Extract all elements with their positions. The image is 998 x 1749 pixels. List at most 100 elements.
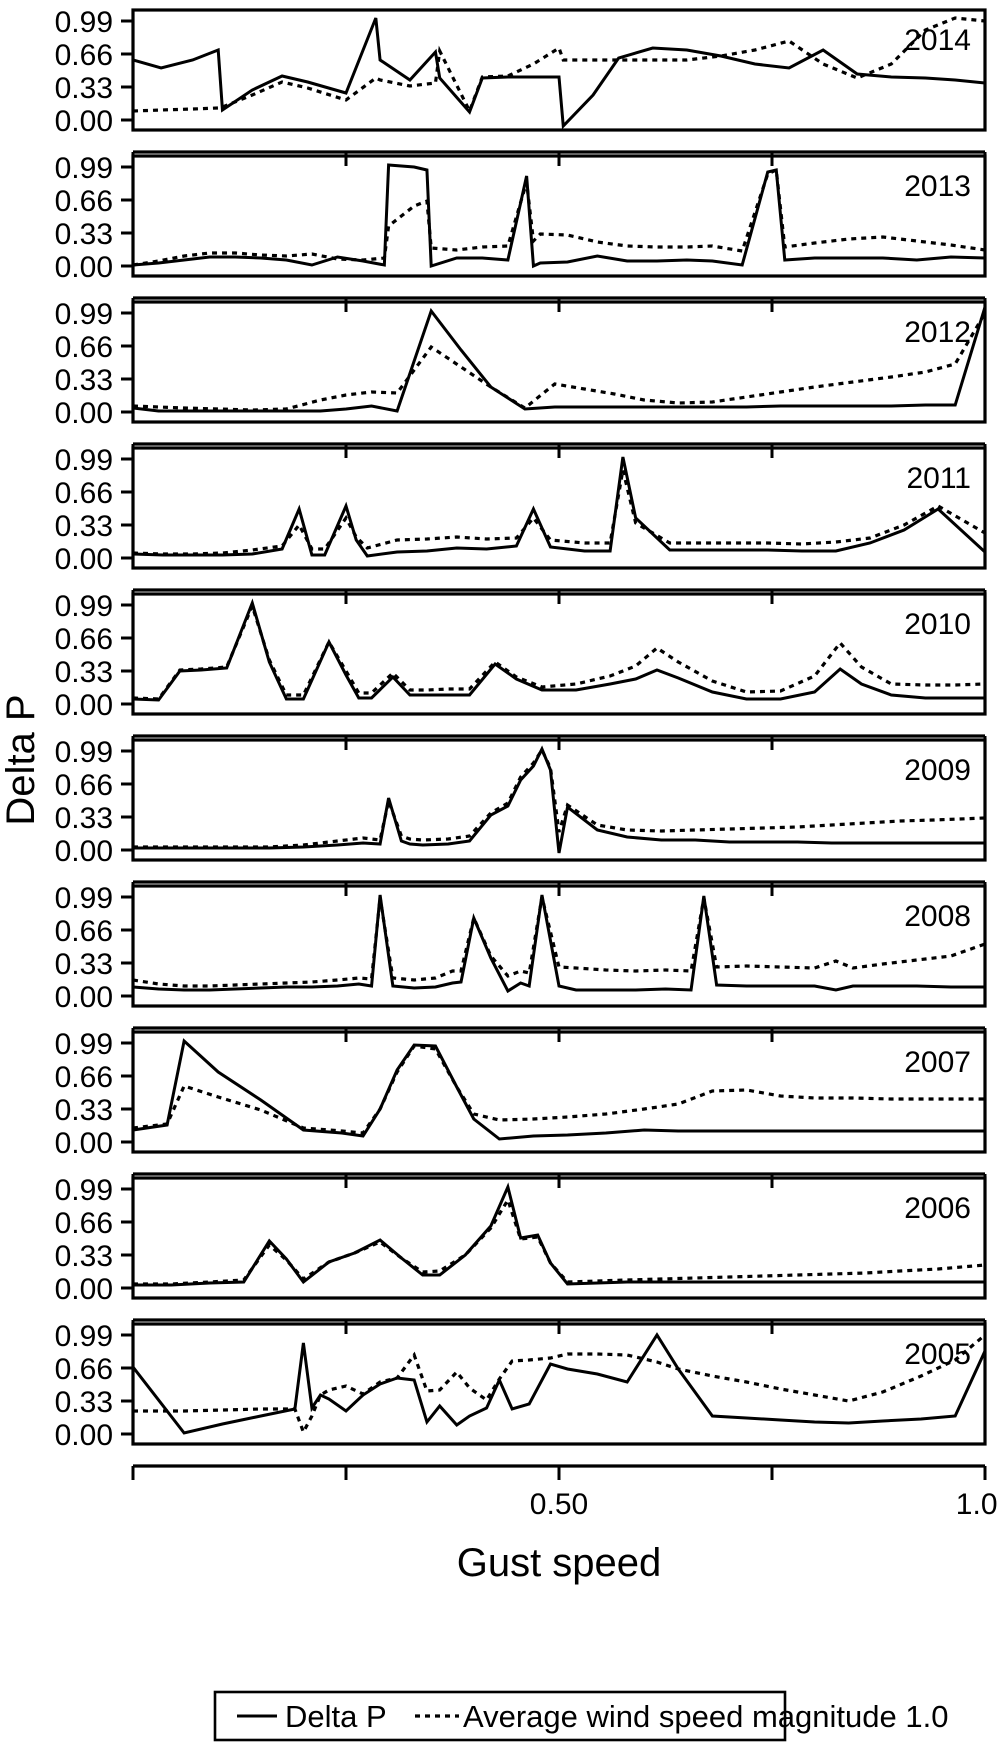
y-tick-label: 0.00 [55,397,113,430]
chart-legend[interactable]: Delta P Average wind speed magnitude 1.0 [213,1690,948,1742]
y-tick-label: 0.99 [55,6,113,39]
series-line-solid [133,1038,985,1141]
series-line-solid [133,745,985,854]
y-tick-label: 0.33 [55,1386,113,1419]
panel-year-label: 2008 [904,900,971,933]
series-line-solid [133,1332,985,1435]
series-line-solid [133,894,985,994]
panel-frame [131,592,987,716]
y-tick-label: 0.99 [55,1174,113,1207]
y-tick-label: 0.99 [55,882,113,915]
y-tick-label: 0.33 [55,218,113,251]
series-line-solid [133,163,985,269]
y-tick-label: 0.33 [55,72,113,105]
panel-year-label: 2007 [904,1046,971,1079]
series-line-solid [133,17,985,130]
series-line-dotted [133,469,985,556]
y-tick-label: 0.66 [55,331,113,364]
y-tick-label: 0.99 [55,298,113,331]
panel-2005: 0.000.330.660.99 2005 [55,1320,987,1480]
panel-frame [131,738,987,862]
panel-2006: 0.000.330.660.99 2006 [55,1174,987,1334]
y-tick-label: 0.66 [55,1207,113,1240]
panel-frame [131,300,987,424]
y-tick-label: 0.99 [55,1320,113,1353]
x-tick-label: 1.00 [956,1488,998,1521]
series-line-dotted [133,1333,985,1436]
panel-frame [131,1176,987,1300]
panel-year-label: 2013 [904,170,971,203]
y-tick-label: 0.66 [55,1353,113,1386]
y-tick-label: 0.66 [55,39,113,72]
panel-2012: 0.000.330.660.99 2012 [55,298,987,458]
y-tick-label: 0.00 [55,1419,113,1452]
y-tick-label: 0.66 [55,623,113,656]
series-line-solid [133,456,985,558]
panel-series [133,1182,985,1287]
y-tick-label: 0.66 [55,769,113,802]
panel-year-label: 2009 [904,754,971,787]
y-tick-label: 0.99 [55,444,113,477]
panel-2014: 0.000.330.660.99 2014 [55,6,987,166]
series-line-solid [133,306,985,413]
y-tick-label: 0.00 [55,105,113,138]
series-line-dotted [133,1044,985,1135]
panel-frame [131,446,987,570]
panel-series [133,1332,985,1436]
legend-label-avg-wind: Average wind speed magnitude 1.0 [463,1699,948,1734]
y-tick-label: 0.99 [55,1028,113,1061]
panel-series [133,598,985,702]
series-line-dotted [133,167,985,267]
panel-year-label: 2011 [906,462,971,495]
panel-year-label: 2006 [904,1192,971,1225]
series-line-dotted [133,601,985,701]
y-tick-label: 0.00 [55,1127,113,1160]
panel-2008: 0.000.330.660.99 2008 [55,882,987,1042]
panel-2013: 0.000.330.660.99 2013 [55,152,987,312]
series-line-solid [133,1182,985,1287]
y-tick-label: 0.66 [55,1061,113,1094]
y-tick-label: 0.33 [55,364,113,397]
panel-frame [131,154,987,278]
y-axis-title: Delta P [0,694,43,825]
panel-series [133,745,985,854]
panel-2010: 0.000.330.660.99 2010 [55,590,987,750]
legend-box [213,1690,787,1742]
series-line-dotted [133,16,985,116]
y-tick-label: 0.99 [55,590,113,623]
y-tick-label: 0.33 [55,948,113,981]
x-tick-label: 0.50 [530,1488,588,1521]
y-tick-label: 0.66 [55,915,113,948]
y-tick-label: 0.00 [55,251,113,284]
y-tick-label: 0.00 [55,1273,113,1306]
x-axis-title: Gust speed [457,1541,662,1585]
series-line-solid [133,598,985,702]
y-tick-label: 0.00 [55,543,113,576]
panel-series [133,16,985,130]
panel-series [133,163,985,269]
series-line-dotted [133,896,985,988]
panel-year-label: 2012 [904,316,971,349]
y-tick-label: 0.00 [55,981,113,1014]
panel-frame [131,1322,987,1446]
panel-series [133,894,985,994]
series-line-dotted [133,1196,985,1286]
y-tick-label: 0.33 [55,1094,113,1127]
y-tick-label: 0.33 [55,802,113,835]
panel-series [133,1038,985,1141]
panel-year-label: 2010 [904,608,971,641]
legend-label-delta-p: Delta P [285,1699,387,1734]
panel-series [133,306,985,413]
panel-frame [131,884,987,1008]
panel-2007: 0.000.330.660.99 2007 [55,1028,987,1188]
y-tick-label: 0.00 [55,835,113,868]
series-line-dotted [133,746,985,849]
panel-year-label: 2014 [904,24,971,57]
y-tick-label: 0.33 [55,1240,113,1273]
y-tick-label: 0.66 [55,477,113,510]
y-tick-label: 0.00 [55,689,113,722]
panel-frame [131,8,987,132]
series-line-dotted [133,312,985,412]
